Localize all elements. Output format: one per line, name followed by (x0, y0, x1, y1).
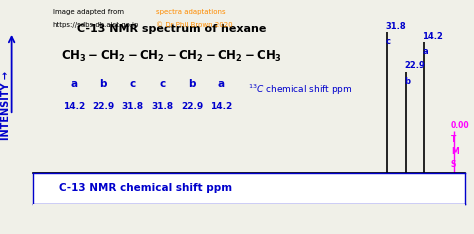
Text: C-13 NMR chemical shift ppm: C-13 NMR chemical shift ppm (59, 183, 232, 193)
Text: $^{13}C$ chemical shift ppm: $^{13}C$ chemical shift ppm (247, 82, 352, 97)
Text: Image adapted from: Image adapted from (53, 9, 124, 15)
Text: c: c (159, 79, 166, 88)
Text: 0.00: 0.00 (451, 121, 469, 130)
Text: b: b (188, 79, 196, 88)
Text: S: S (451, 160, 456, 169)
Text: b: b (100, 79, 107, 88)
Text: a: a (71, 79, 78, 88)
Text: INTENSITY →: INTENSITY → (0, 71, 11, 140)
Text: a: a (217, 79, 224, 88)
Text: T: T (451, 135, 456, 144)
Text: a: a (422, 47, 428, 56)
Text: 22.9: 22.9 (404, 62, 425, 70)
Text: 22.9: 22.9 (92, 102, 114, 111)
Text: $\mathbf{CH_3-CH_2-CH_2-CH_2-CH_2-CH_3}$: $\mathbf{CH_3-CH_2-CH_2-CH_2-CH_2-CH_3}$ (61, 49, 282, 64)
Text: 22.9: 22.9 (181, 102, 203, 111)
Text: © Dr Phil Brown 2020: © Dr Phil Brown 2020 (156, 22, 233, 28)
Text: 14.2: 14.2 (422, 32, 443, 41)
Text: M: M (451, 147, 458, 156)
Text: c: c (129, 79, 136, 88)
Text: c: c (385, 37, 391, 47)
Text: https://sdbs.db.aist.go.jp: https://sdbs.db.aist.go.jp (53, 22, 139, 28)
Text: 31.8: 31.8 (121, 102, 144, 111)
Text: b: b (404, 77, 410, 86)
Text: 31.8: 31.8 (152, 102, 173, 111)
Text: 31.8: 31.8 (385, 22, 406, 31)
Text: 14.2: 14.2 (210, 102, 232, 111)
Text: C-13 NMR spectrum of hexane: C-13 NMR spectrum of hexane (76, 24, 266, 34)
Text: spectra adaptations: spectra adaptations (156, 9, 226, 15)
Text: 14.2: 14.2 (63, 102, 85, 111)
